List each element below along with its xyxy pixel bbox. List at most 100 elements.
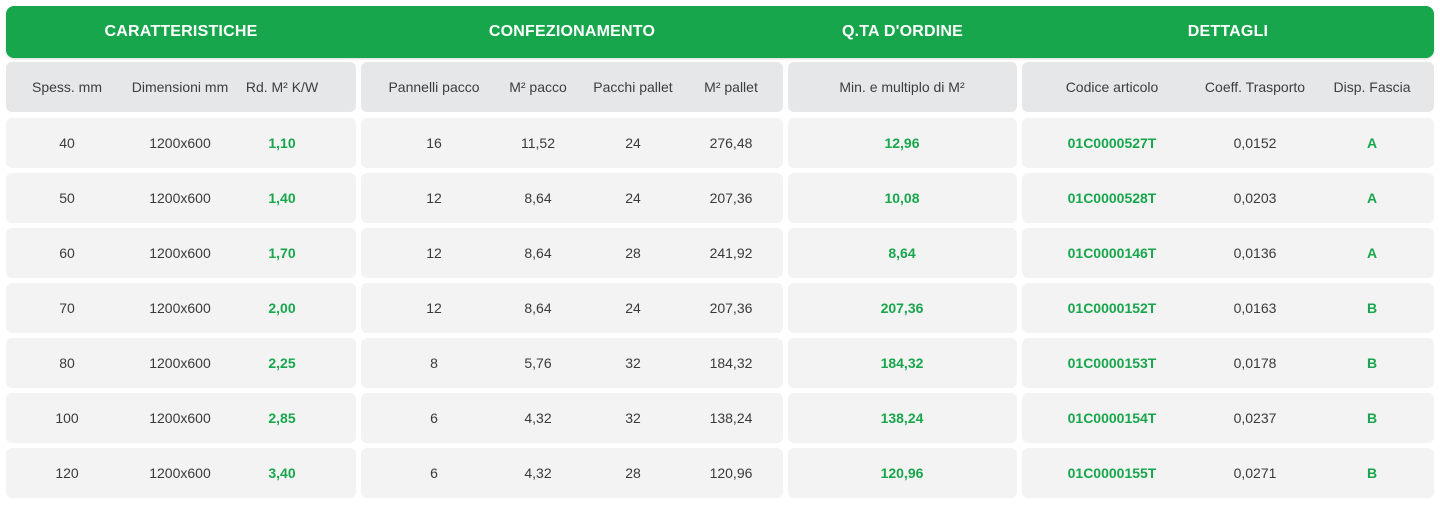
row-block-bg: [361, 173, 783, 223]
table-cell: 8,64: [524, 245, 552, 261]
table-cell: 01C0000154T: [1067, 410, 1157, 426]
table-cell: 1200x600: [149, 190, 211, 206]
group-header-bar: CARATTERISTICHE CONFEZIONAMENTO Q.TA D'O…: [6, 6, 1434, 58]
row-block-bg: [361, 338, 783, 388]
table-cell: 70: [59, 300, 75, 316]
table-cell: 01C0000146T: [1067, 245, 1157, 261]
table-cell: 50: [59, 190, 75, 206]
table-cell: 0,0203: [1233, 190, 1277, 206]
table-cell: 60: [59, 245, 75, 261]
table-cell: 40: [59, 135, 75, 151]
table-cell: 4,32: [524, 410, 552, 426]
table-cell: 0,0271: [1233, 465, 1277, 481]
table-cell: 01C0000152T: [1067, 300, 1157, 316]
table-cell: 2,85: [268, 410, 296, 426]
table-cell: 0,0237: [1233, 410, 1277, 426]
table-cell: 24: [625, 300, 641, 316]
header-block-bg: [788, 62, 1017, 112]
row-block-bg: [1022, 173, 1434, 223]
table-cell: 6: [430, 410, 438, 426]
table-cell: B: [1366, 465, 1378, 481]
row-block-bg: [6, 173, 356, 223]
table-cell: A: [1366, 190, 1378, 206]
row-block-bg: [788, 118, 1017, 168]
column-header: Coeff. Trasporto: [1204, 79, 1306, 95]
header-block-bg: [1022, 62, 1434, 112]
row-block-bg: [6, 338, 356, 388]
table-cell: 10,08: [884, 190, 920, 206]
row-block-bg: [6, 283, 356, 333]
table-row: 60 1200x600 1,70 12 8,64 28 241,92 8,64 01C00001…: [6, 228, 1434, 278]
column-header: Pacchi pallet: [593, 79, 673, 95]
table-cell: 120,96: [709, 465, 753, 481]
row-block-bg: [6, 228, 356, 278]
table-cell: A: [1366, 135, 1378, 151]
table-cell: 12: [426, 190, 442, 206]
column-header: Dimensioni mm: [131, 79, 229, 95]
table-cell: 184,32: [880, 355, 924, 371]
table-cell: 1200x600: [149, 300, 211, 316]
table-cell: 32: [625, 355, 641, 371]
table-cell: 01C0000528T: [1067, 190, 1157, 206]
table-cell: 12,96: [884, 135, 920, 151]
table-cell: 0,0136: [1233, 245, 1277, 261]
column-header: Disp. Fascia: [1333, 79, 1411, 95]
row-block-bg: [788, 228, 1017, 278]
table-cell: 207,36: [880, 300, 924, 316]
header-block-bg: [6, 62, 356, 112]
row-block-bg: [788, 448, 1017, 498]
table-cell: 12: [426, 300, 442, 316]
row-block-bg: [1022, 118, 1434, 168]
table-cell: 8: [430, 355, 438, 371]
row-block-bg: [6, 448, 356, 498]
table-cell: 0,0152: [1233, 135, 1277, 151]
row-block-bg: [1022, 338, 1434, 388]
table-cell: 207,36: [709, 190, 753, 206]
group-title-caratteristiche: CARATTERISTICHE: [104, 23, 258, 40]
table-cell: 0,0178: [1233, 355, 1277, 371]
table-cell: 6: [430, 465, 438, 481]
table-cell: 1,70: [268, 245, 296, 261]
table-cell: 80: [59, 355, 75, 371]
row-block-bg: [788, 393, 1017, 443]
table-cell: 8,64: [524, 300, 552, 316]
table-cell: 5,76: [524, 355, 552, 371]
table-cell: 1200x600: [149, 465, 211, 481]
row-block-bg: [1022, 393, 1434, 443]
column-header: Codice articolo: [1065, 79, 1159, 95]
table-cell: B: [1366, 410, 1378, 426]
table-cell: 1200x600: [149, 355, 211, 371]
table-row: 80 1200x600 2,25 8 5,76 32 184,32 184,32 01C0000…: [6, 338, 1434, 388]
table-row: 70 1200x600 2,00 12 8,64 24 207,36 207,36 01C000…: [6, 283, 1434, 333]
row-block-bg: [6, 393, 356, 443]
row-block-bg: [788, 338, 1017, 388]
column-header: Pannelli pacco: [388, 79, 480, 95]
row-block-bg: [361, 283, 783, 333]
table-cell: 32: [625, 410, 641, 426]
table-cell: 8,64: [888, 245, 916, 261]
table-cell: 2,00: [268, 300, 296, 316]
table-cell: 3,40: [268, 465, 296, 481]
row-block-bg: [6, 118, 356, 168]
table-cell: 2,25: [268, 355, 296, 371]
table-cell: 138,24: [880, 410, 924, 426]
table-row: 50 1200x600 1,40 12 8,64 24 207,36 10,08 01C0000…: [6, 173, 1434, 223]
column-header: M² pallet: [704, 79, 758, 95]
group-title-confezionamento: CONFEZIONAMENTO: [488, 23, 656, 40]
column-header: M² pacco: [509, 79, 567, 95]
table-cell: 4,32: [524, 465, 552, 481]
header-block-bg: [361, 62, 783, 112]
table-cell: 184,32: [709, 355, 753, 371]
table-row: 120 1200x600 3,40 6 4,32 28 120,96 120,96 01C000…: [6, 448, 1434, 498]
table-cell: 24: [625, 190, 641, 206]
table-cell: 12: [426, 245, 442, 261]
row-block-bg: [1022, 228, 1434, 278]
table-cell: 1,10: [268, 135, 296, 151]
row-block-bg: [788, 283, 1017, 333]
table-cell: B: [1366, 355, 1378, 371]
row-block-bg: [1022, 283, 1434, 333]
table-cell: 28: [625, 465, 641, 481]
table-cell: 24: [625, 135, 641, 151]
row-block-bg: [361, 393, 783, 443]
